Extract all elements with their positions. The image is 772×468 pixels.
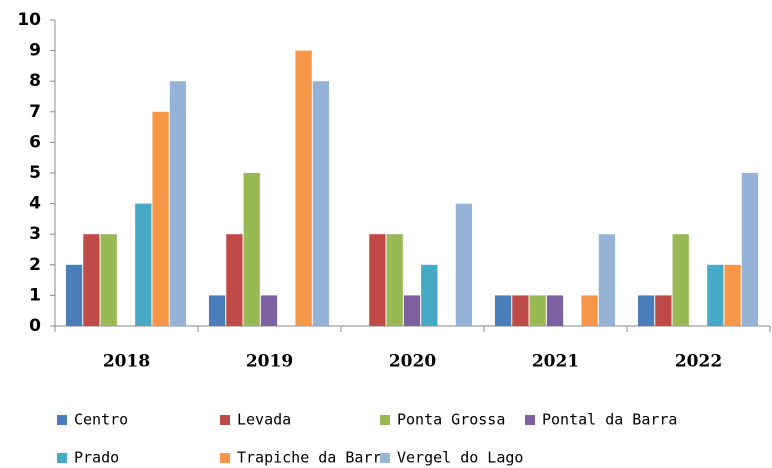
- legend-label: Vergel do Lago: [397, 449, 523, 467]
- bar: [65, 264, 83, 326]
- legend-swatch: [57, 453, 67, 463]
- legend-swatch: [380, 415, 390, 425]
- legend-label: Pontal da Barra: [542, 411, 677, 429]
- legend-label: Levada: [237, 411, 291, 429]
- y-tick-label: 1: [29, 285, 41, 305]
- bar: [741, 173, 759, 326]
- bar: [494, 295, 512, 326]
- bar: [169, 81, 187, 326]
- bar: [581, 295, 598, 326]
- x-tick-label: 2020: [389, 352, 436, 372]
- x-tick-label: 2019: [246, 352, 293, 372]
- y-tick-label: 8: [29, 71, 41, 91]
- legend-label: Prado: [74, 449, 119, 467]
- bar: [208, 295, 226, 326]
- bar: [512, 295, 529, 326]
- bar: [83, 234, 100, 326]
- y-tick-label: 7: [29, 102, 41, 122]
- y-tick-label: 2: [29, 255, 41, 275]
- legend-swatch: [220, 415, 230, 425]
- bar: [260, 295, 278, 326]
- x-tick-label: 2018: [103, 352, 150, 372]
- bar: [455, 203, 473, 326]
- bar: [546, 295, 564, 326]
- y-tick-label: 3: [29, 224, 41, 244]
- bar: [598, 234, 616, 326]
- y-tick-label: 9: [29, 41, 41, 61]
- x-tick-label: 2021: [532, 352, 579, 372]
- bar: [152, 111, 169, 326]
- bar: [312, 81, 330, 326]
- bar: [226, 234, 243, 326]
- bar: [421, 264, 438, 326]
- y-tick-label: 10: [17, 10, 41, 30]
- bar: [707, 264, 724, 326]
- y-tick-label: 6: [29, 132, 41, 152]
- legend-label: Trapiche da Barra: [237, 449, 391, 467]
- bar: [637, 295, 655, 326]
- y-tick-label: 5: [29, 163, 41, 183]
- legend-swatch: [380, 453, 390, 463]
- legend-swatch: [57, 415, 67, 425]
- legend-swatch: [220, 453, 230, 463]
- bar: [386, 234, 403, 326]
- bar: [295, 50, 312, 326]
- bar: [672, 234, 689, 326]
- bar: [724, 264, 741, 326]
- bar: [369, 234, 386, 326]
- x-tick-label: 2022: [675, 352, 722, 372]
- bar: [243, 173, 260, 326]
- legend-label: Centro: [74, 411, 128, 429]
- bar: [403, 295, 421, 326]
- bar: [529, 295, 546, 326]
- y-tick-label: 0: [29, 316, 41, 336]
- y-tick-label: 4: [29, 194, 41, 214]
- bar: [100, 234, 117, 326]
- legend-swatch: [525, 415, 535, 425]
- legend-label: Ponta Grossa: [397, 411, 505, 429]
- bar: [655, 295, 672, 326]
- bar: [135, 203, 152, 326]
